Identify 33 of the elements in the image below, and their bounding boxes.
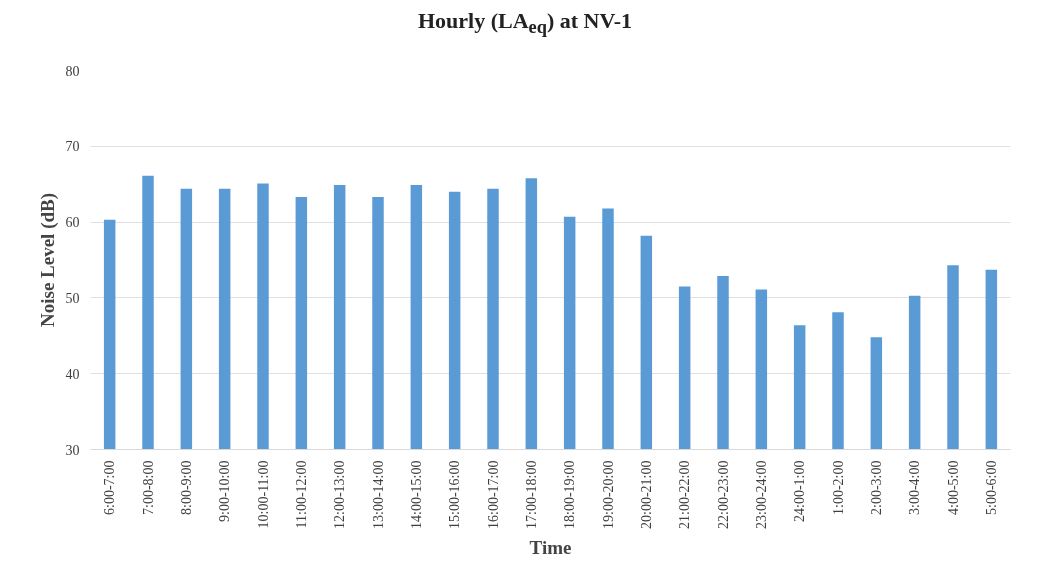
x-tick-label: 8:00-9:00 (178, 460, 194, 515)
x-tick-label: 22:00-23:00 (715, 460, 731, 529)
chart-title: Hourly (LA$_{eq}$) at NV-1 (417, 7, 633, 40)
y-tick-label: 30 (65, 442, 80, 458)
x-tick-label: 17:00-18:00 (523, 460, 539, 529)
y-tick-label: 60 (65, 215, 80, 231)
x-tick-label: 21:00-22:00 (677, 460, 693, 529)
x-tick-label: 12:00-13:00 (332, 460, 348, 529)
x-tick-label: 5:00-6:00 (983, 460, 999, 515)
x-tick-label: 6:00-7:00 (102, 460, 118, 515)
y-tick-label: 50 (65, 290, 80, 306)
x-tick-label: 16:00-17:00 (485, 460, 501, 529)
x-tick-label: 7:00-8:00 (140, 460, 156, 515)
x-tick-label: 23:00-24:00 (753, 460, 769, 529)
y-tick-label: 80 (65, 63, 80, 79)
y-axis-title: Noise Level (dB) (36, 192, 59, 328)
x-tick-label: 3:00-4:00 (907, 460, 923, 515)
y-tick-label: 70 (65, 139, 80, 155)
x-tick-label: 18:00-19:00 (562, 460, 578, 529)
x-tick-label: 15:00-16:00 (447, 460, 463, 529)
x-tick-label: 1:00-2:00 (830, 460, 846, 515)
x-axis-title: Time (529, 536, 572, 558)
x-tick-label: 24:00-1:00 (792, 460, 808, 522)
x-tick-label: 2:00-3:00 (868, 460, 884, 515)
x-tick-label: 11:00-12:00 (293, 460, 309, 529)
x-tick-label: 13:00-14:00 (370, 460, 386, 529)
x-tick-label: 20:00-21:00 (638, 460, 654, 529)
x-tick-label: 14:00-15:00 (408, 460, 424, 529)
y-tick-label: 40 (65, 366, 80, 382)
x-tick-label: 19:00-20:00 (600, 460, 616, 529)
x-tick-label: 4:00-5:00 (945, 460, 961, 515)
x-tick-label: 9:00-10:00 (217, 460, 233, 522)
x-tick-label: 10:00-11:00 (255, 460, 271, 529)
